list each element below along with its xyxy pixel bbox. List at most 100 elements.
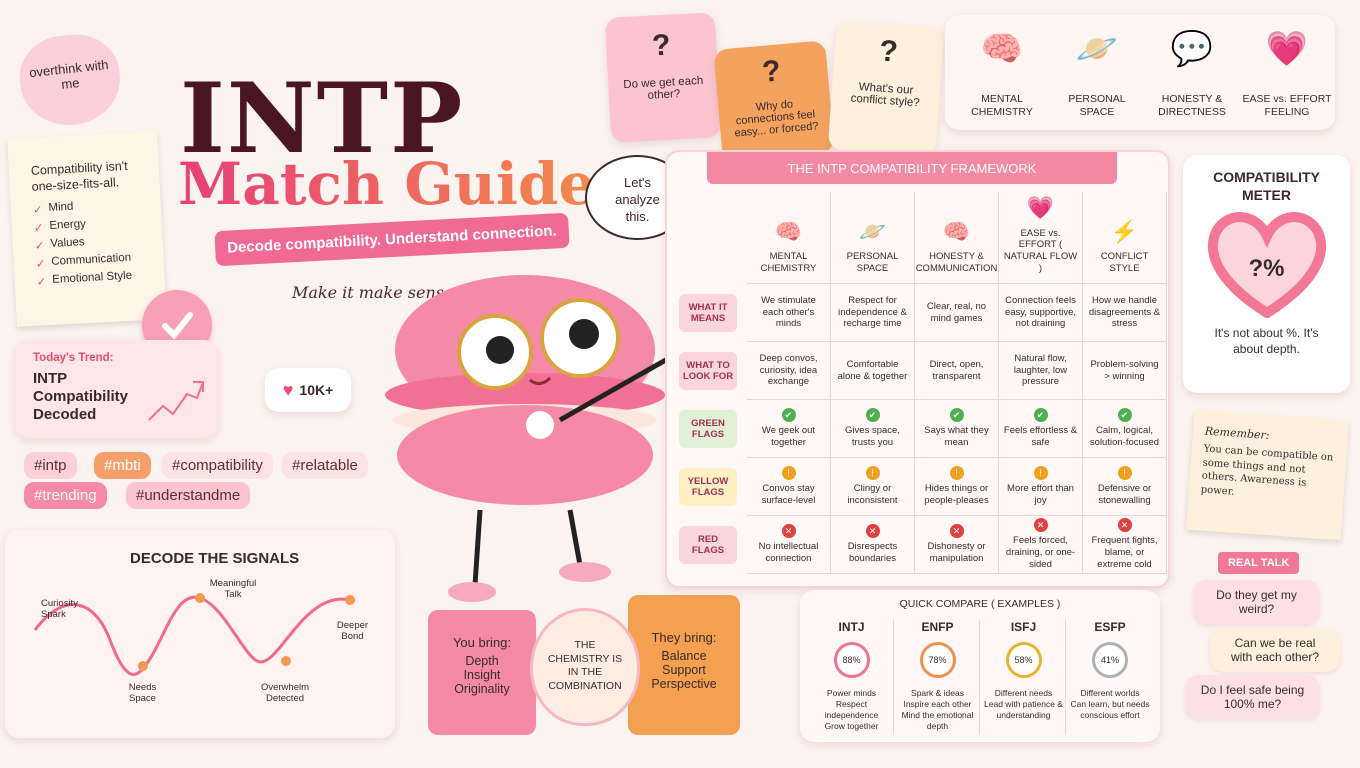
signal-label: Overwhelm Detected (260, 682, 310, 704)
topic-label: HONESTY & DIRECTNESS (1158, 93, 1226, 119)
flag-icon: ✕ (1033, 518, 1048, 533)
meter-card: COMPATIBILITY METER ?% It's not about %.… (1183, 155, 1350, 393)
compare-line: Different needs (994, 687, 1053, 698)
flag-icon: ✔ (1117, 408, 1132, 423)
signal-label: Deeper Bond (336, 620, 369, 642)
check-mark: ✓ (35, 258, 46, 271)
framework-cell: ! Hides things or people-pleases (915, 458, 999, 516)
framework-cell: ✔ Feels effortless & safe (999, 400, 1083, 458)
hashtag: #understandme (126, 482, 251, 509)
flag-icon: ! (949, 466, 964, 481)
meter-value: ?% (1248, 255, 1285, 282)
likes-count: 10K+ (299, 382, 334, 398)
cell-text: Convos stay surface-level (761, 483, 816, 506)
check-mark: ✓ (33, 222, 44, 236)
question-card: ? Why do connections feel easy... or for… (713, 40, 835, 162)
column-icon: 🪐 (858, 218, 887, 244)
topic: 💗 EASE vs. EFFORT FEELING (1242, 29, 1332, 119)
puzzle-item: Depth (465, 654, 499, 668)
column-label: EASE vs. EFFORT ( NATURAL FLOW ) (1003, 227, 1078, 275)
cell-text: Connection feels easy, supportive, not d… (1004, 294, 1077, 330)
macaron-mascot (385, 275, 670, 602)
puzzle-they: They bring: Balance Support Perspective (628, 595, 740, 735)
checklist-text: Communication (51, 251, 132, 269)
topic-icon: 🪐 (1075, 30, 1119, 68)
framework-cell: ✕ Feels forced, draining, or one-sided (999, 516, 1083, 574)
flag-icon: ✕ (949, 524, 964, 539)
framework-cell: ✕ No intellectual connection (747, 516, 831, 574)
framework-board: THE INTP COMPATIBILITY FRAMEWORK 🧠 MENTAL… (665, 150, 1170, 588)
framework-cell: Direct, open, transparent (915, 342, 999, 400)
hashtag: #relatable (282, 452, 368, 479)
compare-line: Lead with patience & understanding (984, 698, 1063, 720)
framework-cell: ✕ Frequent fights, blame, or extreme cold (1083, 516, 1167, 574)
cell-text: We geek out together (761, 425, 816, 448)
puzzle-item: Balance (661, 649, 707, 663)
cell-text: Comfortable alone & together (837, 358, 908, 382)
cell-text: Clear, real, no mind games (926, 300, 987, 324)
signal-label: Meaningful Talk (209, 578, 257, 600)
heart-icon: ♥ (282, 379, 294, 400)
compare-type: ESFP (1094, 620, 1126, 634)
hashtag: #compatibility (162, 452, 273, 479)
cell-text: Problem-solving > winning (1090, 358, 1159, 382)
framework-cell: Natural flow, laughter, low pressure (999, 342, 1083, 400)
checklist-item: ✓ Emotional Style (36, 269, 155, 289)
trend-arrow (148, 381, 204, 421)
flag-icon: ✔ (949, 408, 964, 423)
trend-label: Today's Trend: (33, 352, 114, 364)
cell-text: Defensive or stonewalling (1097, 483, 1152, 506)
compare-line: Different worlds (1080, 687, 1140, 698)
puzzle-item: Support (662, 663, 706, 677)
framework-cell: Problem-solving > winning (1083, 342, 1167, 400)
real-talk-bubble: Do they get my weird? (1193, 580, 1320, 624)
sticky-text: overthink with me (28, 56, 110, 92)
cell-text: Feels effortless & safe (1003, 425, 1078, 448)
cell-text: Respect for independence & recharge time (838, 294, 907, 330)
row-label: GREEN FLAGS (679, 410, 737, 448)
checklist-item: ✓ Communication (35, 251, 154, 271)
flag-icon: ✔ (1033, 408, 1048, 423)
signals-card: DECODE THE SIGNALS Curiosity Spark Needs… (5, 530, 395, 738)
likes-card: ♥ 10K+ (265, 368, 351, 412)
topic: 🧠 MENTAL CHEMISTRY (957, 29, 1047, 119)
framework-cell: Respect for independence & recharge time (831, 284, 915, 342)
column-label: CONFLICT STYLE (1100, 251, 1149, 275)
question-mark: ? (651, 28, 672, 63)
check-icon (162, 312, 193, 340)
flag-icon: ✔ (781, 408, 796, 423)
framework-column-header: ⚡ CONFLICT STYLE (1083, 192, 1167, 284)
hashtag: #mbti (94, 452, 151, 479)
cell-text: Disrespects boundaries (847, 541, 898, 564)
checklist-item: ✓ Values (34, 233, 153, 253)
question-text: What's our conflict style? (850, 81, 921, 110)
compare-line: Respect independence (824, 698, 879, 720)
checklist-note: Compatibility isn't one-size-fits-all. ✓… (7, 131, 167, 327)
cell-text: Deep convos, curiosity, idea exchange (759, 352, 818, 388)
question-text: Why do connections feel easy... or force… (734, 98, 819, 140)
question-card: ? Do we get each other? (604, 12, 722, 143)
cell-text: Dishonesty or manipulation (927, 541, 986, 564)
compare-line: Inspire each other (903, 698, 972, 709)
flag-icon: ✕ (1117, 518, 1132, 533)
puzzle-label: They bring: (651, 630, 717, 645)
row-label: RED FLAGS (679, 526, 737, 564)
compare-score: 41% (1092, 641, 1128, 678)
cell-text: Calm, logical, solution-focused (1089, 425, 1160, 448)
cell-text: Natural flow, laughter, low pressure (1013, 352, 1068, 388)
compare-line: Can learn, but needs conscious effort (1070, 698, 1150, 720)
signals-curve (33, 593, 355, 676)
question-mark: ? (878, 34, 899, 69)
framework-cell: ✔ Calm, logical, solution-focused (1083, 400, 1167, 458)
check-mark: ✓ (36, 276, 47, 289)
trend-text: INTP Compatibility Decoded (33, 370, 129, 423)
real-talk-bubble: Do I feel safe being 100% me? (1185, 675, 1320, 719)
puzzle-you: You bring: Depth Insight Originality (428, 610, 536, 735)
row-label: WHAT IT MEANS (679, 294, 737, 332)
framework-cell: ✔ We geek out together (747, 400, 831, 458)
framework-cell: Comfortable alone & together (831, 342, 915, 400)
framework-column-header: 🪐 PERSONAL SPACE (831, 192, 915, 284)
trend-card: Today's Trend: INTP Compatibility Decode… (15, 340, 218, 438)
column-icon: 🧠 (774, 218, 803, 244)
